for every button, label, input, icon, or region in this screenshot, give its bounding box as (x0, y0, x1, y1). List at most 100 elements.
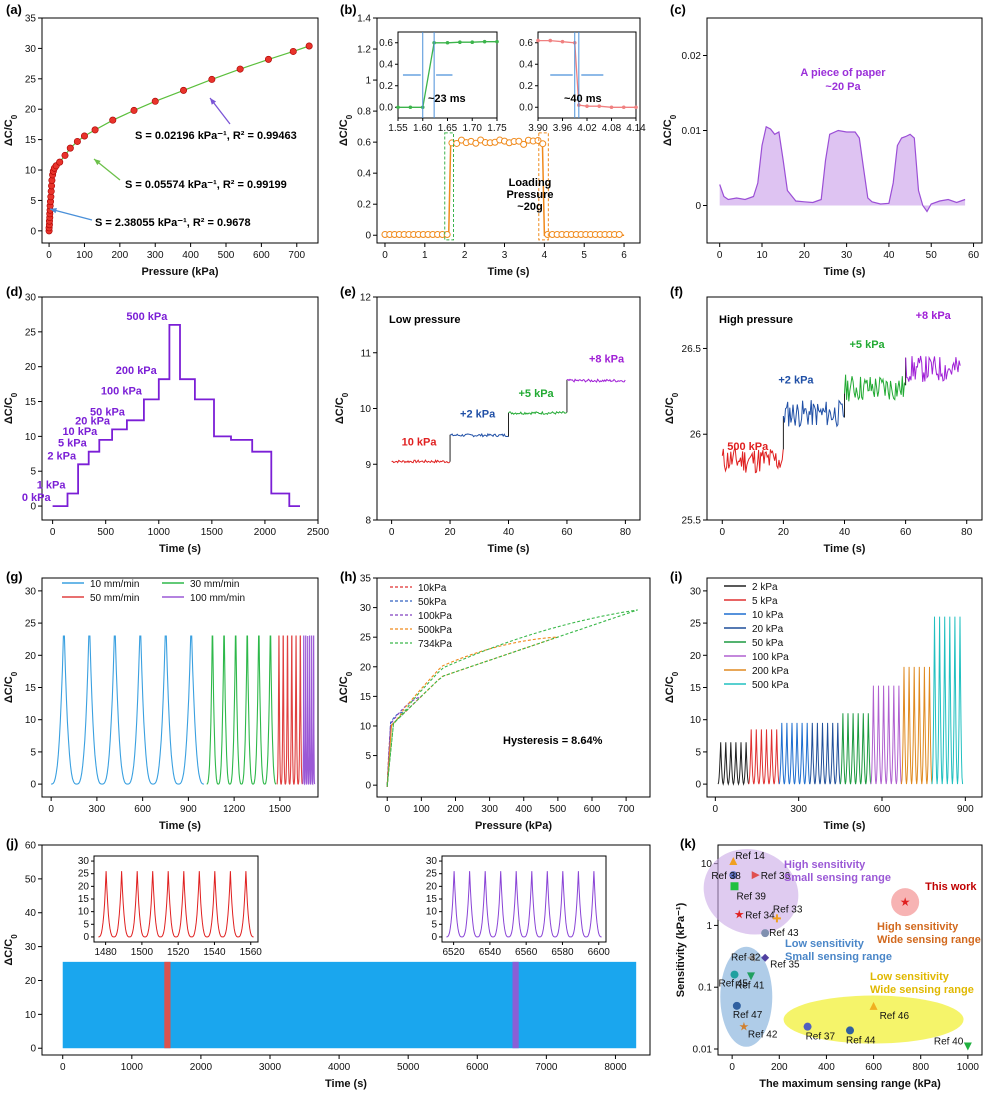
panel-b-marker (472, 139, 480, 147)
x-tick-label: 100 (413, 804, 430, 815)
y-tick-label: 0.2 (357, 200, 371, 211)
x-tick-label: 0 (389, 527, 395, 538)
axes-frame (376, 17, 641, 244)
panel-b-inset-ytick: 0.2 (519, 81, 533, 92)
x-tick-label: 1000 (121, 1062, 144, 1073)
x-tick-label: 400 (515, 804, 532, 815)
y-tick-label: 35 (360, 574, 372, 585)
panel-k-region-high-small (703, 849, 799, 935)
panel-i-series-5 (870, 685, 902, 785)
axes-frame (41, 17, 319, 244)
panel-k-point-label-2: Ref 36 (761, 871, 791, 882)
panel-d-label: (d) (6, 284, 23, 299)
y-tick-label: 15 (25, 683, 37, 694)
panel-a-point (236, 65, 244, 73)
panel-i-series-3 (809, 722, 841, 785)
panel-f-step-label-0: 500 kPa (727, 441, 769, 453)
panel-a-point (151, 97, 159, 105)
x-tick-label: 600 (134, 804, 151, 815)
panel-k-region-label-0-line0: High sensitivity (784, 859, 866, 871)
y-tick-label: 5 (30, 467, 36, 478)
y-axis-label: ΔC/C0 (662, 114, 678, 146)
panel-g-legend-label-0: 10 mm/min (90, 579, 139, 590)
y-axis-label: ΔC/C0 (3, 671, 19, 703)
y-tick-label: 0.6 (357, 138, 371, 149)
x-tick-label: 60 (900, 527, 912, 538)
y-tick-label: 10 (360, 404, 372, 415)
panel-b-inset-xtick: 1.75 (487, 123, 507, 134)
panel-i-series-6 (900, 666, 933, 785)
panel-b-inset-line (538, 39, 636, 108)
panel-b-inset-xtick: 4.08 (602, 123, 622, 134)
panel-b-inset-marker (408, 105, 413, 110)
y-tick-label: 26.5 (682, 344, 702, 355)
panel-a-point (264, 55, 272, 63)
x-axis-label: Time (s) (488, 266, 530, 278)
x-axis-label: Time (s) (325, 1078, 367, 1090)
panel-j-inset-ytick: 30 (78, 856, 90, 867)
panel-a-point (91, 126, 99, 134)
y-tick-label: 15 (360, 692, 372, 703)
y-tick-label: 1 (706, 921, 712, 932)
panel-k-point-13 (803, 1022, 812, 1031)
panel-j-inset-line-1 (446, 871, 602, 938)
panel-f-step-label-1: +2 kPa (778, 375, 814, 387)
panel-b-inset-marker (634, 105, 638, 110)
y-tick-label: 20 (25, 362, 37, 373)
panel-k-point-16 (963, 1042, 972, 1051)
x-tick-label: 800 (912, 1062, 929, 1073)
panel-b-marker (515, 137, 523, 145)
panel-k-point-17 (900, 897, 910, 906)
x-axis-label: Time (s) (824, 266, 866, 278)
panel-i-legend-label-7: 500 kPa (752, 680, 789, 691)
panel-k-point-label-3: Ref 39 (737, 891, 767, 902)
x-tick-label: 5 (581, 250, 587, 261)
panel-j-inset-ytick: 20 (426, 881, 438, 892)
panel-a-point (56, 158, 64, 166)
panel-j-inset-ytick: 0 (431, 932, 437, 943)
x-axis-label: Time (s) (159, 820, 201, 832)
y-tick-label: 35 (25, 14, 37, 25)
x-tick-label: 600 (253, 250, 270, 261)
panel-k-point-label-4: Ref 34 (745, 911, 775, 922)
panel-g-series-1 (206, 635, 277, 785)
x-axis-label: Pressure (kPa) (475, 820, 552, 832)
panel-f-step-3 (905, 355, 961, 382)
y-axis-label: ΔC/C0 (338, 114, 354, 146)
panel-j-inset-ytick: 10 (78, 907, 90, 918)
x-tick-label: 20 (444, 527, 456, 538)
axes-frame (706, 17, 983, 244)
y-tick-label: 30 (25, 586, 37, 597)
panel-e-step-label-1: +2 kPa (460, 408, 496, 420)
panel-k-region-label-3-line1: Wide sensing range (870, 984, 974, 996)
x-tick-label: 500 (218, 250, 235, 261)
panel-d-level-label-9: 500 kPa (126, 311, 168, 323)
panel-a-point (305, 42, 313, 50)
y-axis-label-sub: 0 (671, 392, 680, 397)
x-tick-label: 1 (422, 250, 428, 261)
x-tick-label: 20 (799, 250, 811, 261)
y-axis-label: ΔC/C0 (3, 114, 19, 146)
y-tick-label: 25 (690, 619, 702, 630)
y-axis-label: ΔC/C0 (338, 671, 354, 703)
panel-g-label: (g) (6, 569, 23, 584)
x-tick-label: 4 (542, 250, 548, 261)
panel-k-point-label-13: Ref 37 (806, 1032, 836, 1043)
y-axis-label-sub: 0 (671, 671, 680, 676)
x-tick-label: 40 (503, 527, 515, 538)
panel-a-point (130, 106, 138, 114)
panel-k-point-label-17: This work (925, 881, 977, 893)
y-axis-label-sub: 0 (345, 671, 354, 676)
panel-k-point-label-16: Ref 40 (934, 1036, 964, 1047)
panel-b-inset-ytick: 0.2 (379, 81, 393, 92)
y-tick-label: 5 (695, 747, 701, 758)
panel-c-annotation-line0: A piece of paper (800, 67, 886, 79)
y-tick-label: 0 (30, 1044, 36, 1055)
panel-i-legend-label-4: 50 kPa (752, 638, 784, 649)
x-tick-label: 5000 (397, 1062, 420, 1073)
panel-k-point-11 (732, 1001, 741, 1010)
panel-b-inset-label: ~23 ms (428, 93, 466, 105)
panel-b-marker (539, 140, 547, 148)
y-tick-label: 20 (360, 662, 372, 673)
x-tick-label: 0 (384, 804, 390, 815)
